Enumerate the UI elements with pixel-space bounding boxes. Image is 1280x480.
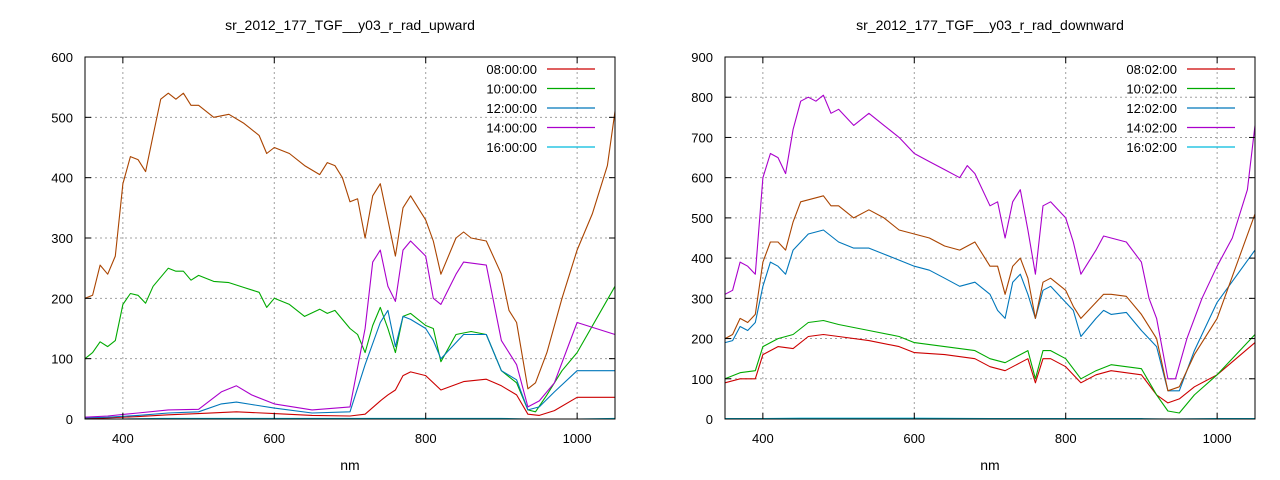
x-axis-label: nm (340, 457, 359, 473)
y-tick-label: 600 (691, 171, 713, 186)
legend-label: 10:00:00 (486, 82, 537, 97)
y-tick-label: 100 (691, 372, 713, 387)
series-line-4 (84, 240, 616, 418)
x-tick-label: 400 (752, 431, 774, 446)
legend-label: 14:02:00 (1126, 121, 1177, 136)
y-tick-label: 600 (51, 50, 73, 65)
y-tick-label: 0 (66, 412, 73, 427)
series-line-2 (84, 267, 616, 413)
series-line-3 (84, 309, 615, 419)
x-tick-label: 1000 (563, 431, 592, 446)
y-tick-label: 700 (691, 130, 713, 145)
series-line-3 (724, 229, 1256, 392)
plot-frame (724, 56, 1256, 420)
chart-panel-2: 400 600 800 1000 0 100 200 300 400 500 600 700 800 90… (691, 17, 1256, 473)
y-tick-label: 900 (691, 50, 713, 65)
legend-label: 08:00:00 (486, 62, 537, 77)
x-tick-label: 800 (1055, 431, 1077, 446)
x-tick-label: 1000 (1203, 431, 1232, 446)
legend-label: 12:00:00 (486, 101, 537, 116)
legend-label: 16:00:00 (486, 140, 537, 155)
chart-panel-1: 400 600 800 1000 0 100 200 300 400 500 600 sr_2012_… (51, 17, 616, 473)
x-tick-label: 600 (903, 431, 925, 446)
x-tick-label: 600 (263, 431, 285, 446)
y-tick-label: 300 (691, 291, 713, 306)
legend-label: 16:02:00 (1126, 140, 1177, 155)
y-tick-label: 400 (691, 251, 713, 266)
y-tick-label: 500 (51, 110, 73, 125)
x-tick-label: 400 (112, 431, 134, 446)
y-tick-label: 100 (51, 352, 73, 367)
x-tick-label: 800 (415, 431, 437, 446)
series-line-6 (84, 92, 616, 390)
legend-label: 14:00:00 (486, 121, 537, 136)
y-tick-label: 0 (706, 412, 713, 427)
x-axis-label: nm (980, 457, 999, 473)
y-tick-label: 500 (691, 211, 713, 226)
series-line-6 (724, 195, 1256, 392)
legend-label: 10:02:00 (1126, 82, 1177, 97)
y-tick-label: 400 (51, 171, 73, 186)
y-tick-label: 800 (691, 90, 713, 105)
series-line-1 (724, 333, 1256, 404)
y-tick-label: 200 (691, 332, 713, 347)
series-line-4 (724, 94, 1256, 380)
y-tick-label: 200 (51, 291, 73, 306)
series-line-1 (84, 371, 615, 419)
chart-title: sr_2012_177_TGF__y03_r_rad_downward (856, 17, 1124, 33)
chart-title: sr_2012_177_TGF__y03_r_rad_upward (225, 17, 475, 33)
y-tick-label: 300 (51, 231, 73, 246)
series-line-2 (724, 319, 1256, 414)
legend-label: 12:02:00 (1126, 101, 1177, 116)
legend-label: 08:02:00 (1126, 62, 1177, 77)
